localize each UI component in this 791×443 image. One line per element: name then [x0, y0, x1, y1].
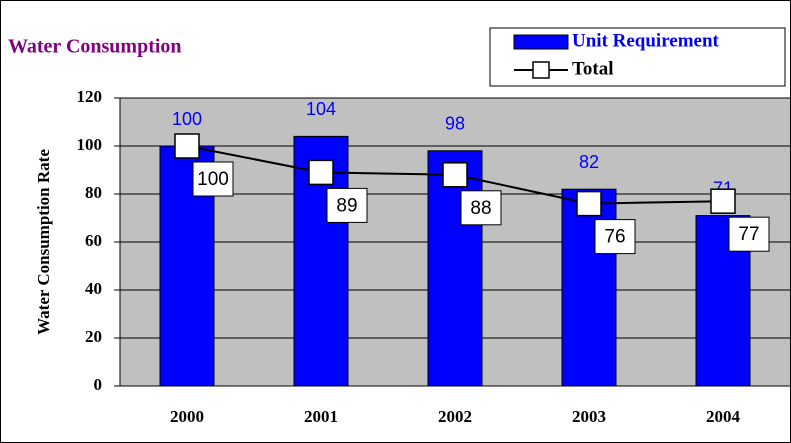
bar — [561, 188, 617, 387]
bar — [427, 150, 483, 387]
value-label-box — [192, 161, 234, 197]
line-value-label: 77 — [738, 224, 759, 245]
bar-value-label: 82 — [579, 152, 599, 172]
bar — [293, 135, 349, 387]
legend-label: Total — [572, 58, 614, 79]
value-label-box — [728, 216, 770, 252]
bar-value-label: 100 — [172, 109, 202, 129]
bar-value-label: 104 — [306, 99, 336, 119]
chart-title: Water Consumption — [8, 36, 182, 58]
line-value-label: 89 — [336, 195, 357, 216]
marker — [576, 190, 602, 217]
marker — [710, 188, 736, 214]
x-tick-label: 2000 — [170, 407, 204, 426]
legend-marker — [532, 61, 550, 79]
x-tick-label: 2004 — [706, 407, 741, 426]
line-value-label: 88 — [470, 198, 491, 219]
line-value-label: 100 — [197, 169, 229, 190]
x-tick-label: 2001 — [304, 407, 338, 426]
y-tick-label: 120 — [77, 87, 103, 106]
y-tick-label: 100 — [77, 135, 103, 154]
y-axis-label: Water Consumption Rate — [34, 149, 53, 335]
y-tick-label: 80 — [85, 183, 102, 202]
value-label-box — [326, 187, 368, 223]
y-tick-label: 40 — [85, 279, 102, 298]
legend-label: Unit Requirement — [572, 30, 720, 51]
y-tick-label: 0 — [94, 375, 103, 394]
line-value-label: 76 — [604, 227, 625, 248]
y-tick-label: 60 — [85, 231, 102, 250]
marker — [174, 133, 200, 159]
value-label-box — [460, 190, 502, 226]
marker — [442, 162, 468, 188]
legend-swatch — [513, 34, 569, 50]
x-tick-label: 2002 — [438, 407, 472, 426]
value-label-box — [594, 219, 636, 255]
bar-value-label: 98 — [445, 114, 465, 134]
marker — [308, 159, 334, 186]
x-tick-label: 2003 — [572, 407, 606, 426]
y-tick-label: 20 — [85, 327, 102, 346]
